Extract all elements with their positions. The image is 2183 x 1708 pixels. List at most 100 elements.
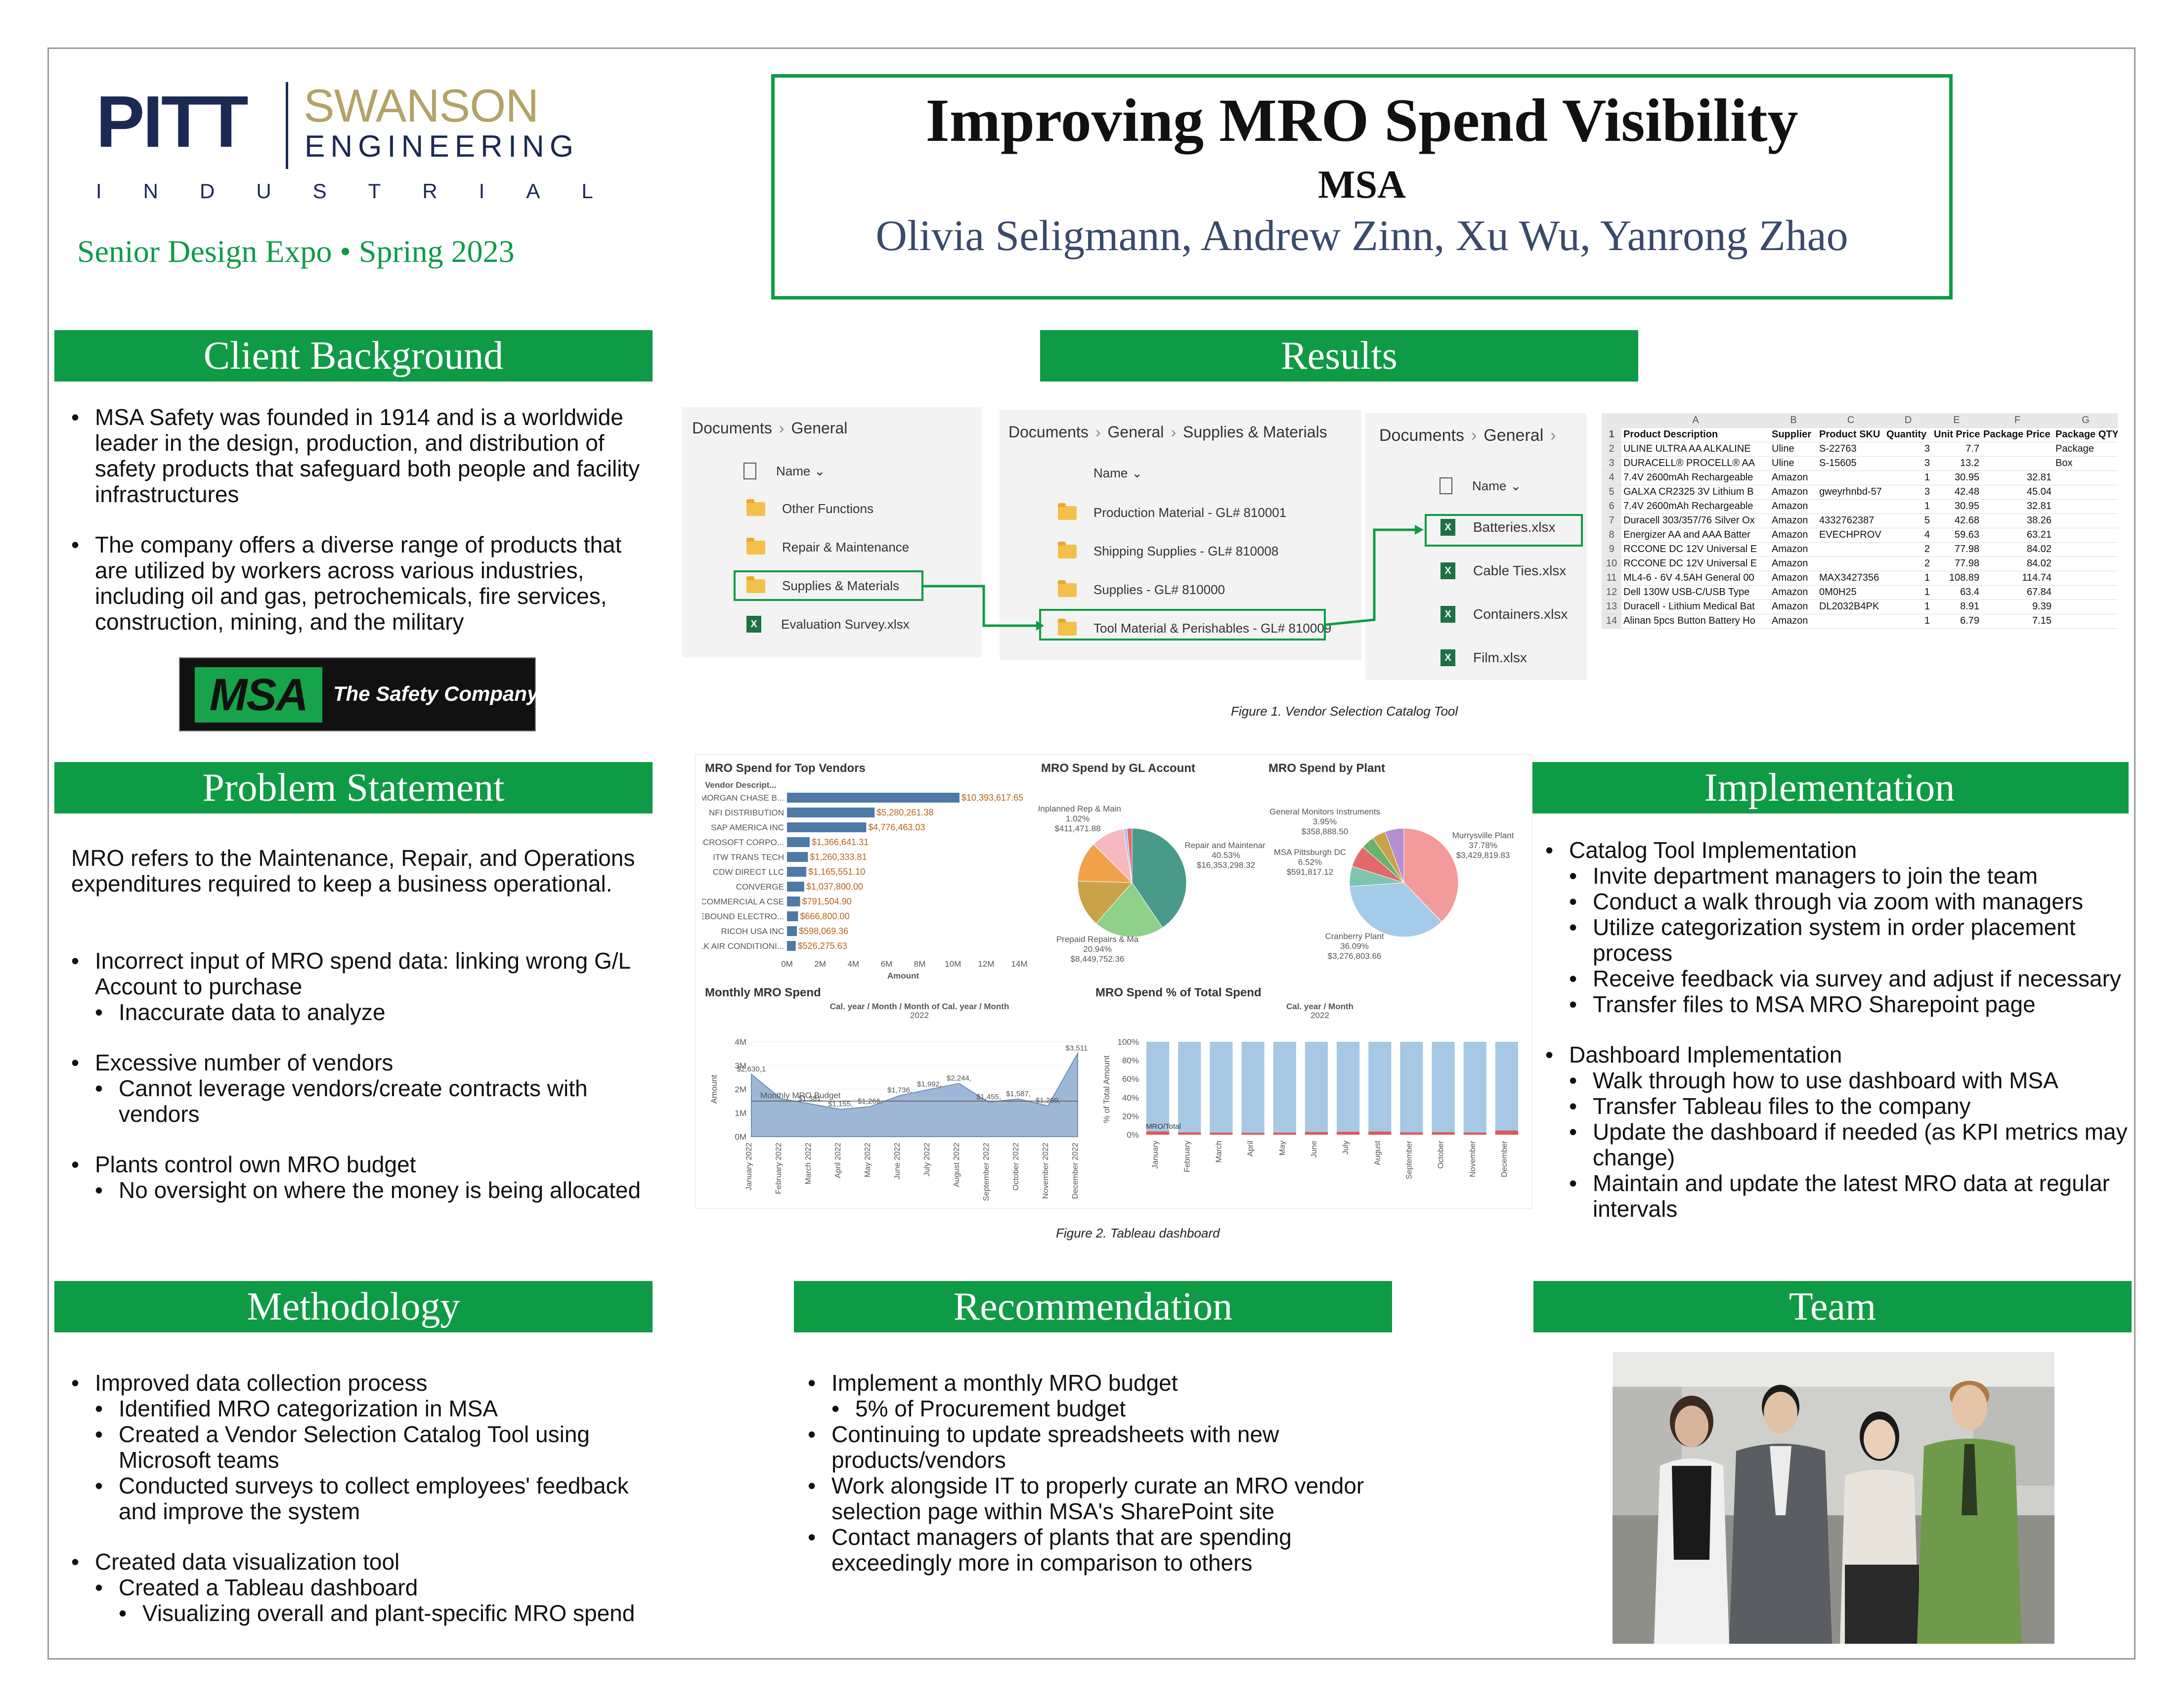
total-bar xyxy=(1146,1042,1170,1135)
sheet-cell: Amazon xyxy=(1770,499,1817,514)
slice-pct: 37.78% xyxy=(1469,841,1497,850)
vendor-value-label: $1,366,641.31 xyxy=(812,837,869,847)
folder-label: Repair & Maintenance xyxy=(782,540,910,555)
file-row-selected[interactable]: X Batteries.xlsx xyxy=(1441,519,1556,536)
x-tick: January 2022 xyxy=(745,1143,753,1191)
x-tick: December 2022 xyxy=(1071,1143,1080,1199)
methodology-subbullet: Conducted surveys to collect employees' … xyxy=(95,1473,655,1524)
vendor-bar xyxy=(787,911,798,921)
explorer-panel-supplies: Documents › General › Supplies & Materials N… xyxy=(1000,410,1361,660)
implementation-item: Conduct a walk through via zoom with man… xyxy=(1569,889,2134,914)
recommendation-bullet: Work alongside IT to properly curate an … xyxy=(808,1473,1411,1524)
recommendation-bullet: Continuing to update spreadsheets with n… xyxy=(808,1421,1411,1473)
sheet-cell: 108.89 xyxy=(1932,571,1981,586)
file-row[interactable]: X Film.xlsx xyxy=(1441,649,1527,666)
x-tick: June 2022 xyxy=(893,1143,902,1180)
vendor-bar xyxy=(787,867,807,877)
recommendation-bullets: Implement a monthly MRO budget 5% of Pro… xyxy=(808,1370,1411,1576)
sheet-row: 8 Energizer AA and AAA Batter Amazon EVECHP… xyxy=(1602,528,2118,543)
file-row[interactable]: X Evaluation Survey.xlsx xyxy=(746,616,910,633)
crumb-supplies: Supplies & Materials xyxy=(1183,423,1327,441)
folder-row-selected[interactable]: Tool Material & Perishables - GL# 810009 xyxy=(1058,618,1331,636)
sheet-cell: 4 xyxy=(1884,528,1932,543)
gl-pie-chart: MRO Spend by GL Account Repair and Mainte… xyxy=(1038,762,1266,964)
slice-pct: 40.53% xyxy=(1212,851,1240,860)
chart-title: MRO Spend by GL Account xyxy=(1041,762,1195,775)
sheet-cell: F xyxy=(1981,413,2053,428)
sheet-cell: Quantity xyxy=(1884,427,1932,442)
x-tick: September xyxy=(1405,1140,1413,1179)
highlight-supplies xyxy=(734,570,923,601)
sheet-cell: 6.79 xyxy=(1932,614,1981,629)
sheet-row: 1 Product Description Supplier Product SKU Q… xyxy=(1602,427,2118,442)
mro-bar xyxy=(1368,1131,1392,1135)
excel-icon: X xyxy=(1441,649,1455,666)
folder-icon xyxy=(1058,580,1077,597)
file-row[interactable]: X Cable Ties.xlsx xyxy=(1441,562,1566,579)
row-number: 2 xyxy=(1602,442,1621,457)
sheet-cell: Amazon xyxy=(1770,599,1817,614)
chart-header: Cal. year / Month xyxy=(1286,1002,1353,1011)
point-label: $1,587, xyxy=(1006,1090,1031,1098)
excel-icon: X xyxy=(1441,519,1455,536)
slice-pct: 36.09% xyxy=(1340,941,1369,951)
crumb-general: General xyxy=(1107,423,1164,441)
sheet-cell: RCCONE DC 12V Universal E xyxy=(1621,542,1770,557)
problem-subbullet: Inaccurate data to analyze xyxy=(95,999,655,1025)
y-tick: 2M xyxy=(735,1085,746,1094)
sheet-cell: 45.04 xyxy=(1981,485,2053,500)
sheet-cell: Package QTY xyxy=(2053,427,2118,442)
industrial-wordmark: INDUSTRIAL xyxy=(96,179,635,203)
crumb-documents: Documents xyxy=(1008,423,1089,441)
vendor-bar xyxy=(787,941,796,951)
file-row[interactable]: X Containers.xlsx xyxy=(1441,606,1568,623)
sheet-cell: Product Description xyxy=(1621,427,1770,442)
folder-row[interactable]: Supplies - GL# 810000 xyxy=(1058,580,1225,598)
sheet-row: 14 Alinan 5pcs Button Battery Ho Amazon 1 6.… xyxy=(1602,614,2118,629)
row-number: 9 xyxy=(1602,542,1621,557)
methodology-subsubbullet: Visualizing overall and plant-specific M… xyxy=(119,1600,655,1626)
sheet-cell: 30.95 xyxy=(1932,470,1981,485)
vendor-value-label: $1,165,551.10 xyxy=(808,867,865,877)
vendor-label: REBOUND ELECTRO... xyxy=(702,912,784,921)
slice-name: Murrysville Plant xyxy=(1452,831,1514,840)
vendor-label: ITW TRANS TECH xyxy=(713,853,784,862)
implementation-item: Utilize categorization system in order p… xyxy=(1569,914,2134,966)
y-tick: 80% xyxy=(1122,1056,1139,1066)
sheet-cell xyxy=(1817,470,1884,485)
slice-pct: 1.02% xyxy=(1066,814,1090,823)
sheet-row: 10 RCCONE DC 12V Universal E Amazon 2 77.98 8… xyxy=(1602,556,2118,571)
folder-label: Other Functions xyxy=(782,501,873,516)
chart-header: Cal. year / Month / Month of Cal. year /… xyxy=(830,1002,1009,1011)
y-tick: 0% xyxy=(1127,1130,1139,1140)
results-header: Results xyxy=(1040,330,1638,382)
folder-row[interactable]: Production Material - GL# 810001 xyxy=(1058,503,1286,520)
slice-value: $411,471.88 xyxy=(1054,824,1100,833)
sheet-cell: 13.2 xyxy=(1932,456,1981,471)
folder-icon xyxy=(746,499,765,516)
implementation-bullets: Catalog Tool Implementation Invite depar… xyxy=(1545,837,2134,1222)
file-label: Film.xlsx xyxy=(1473,650,1527,665)
logo-divider xyxy=(286,82,288,169)
sheet-cell: 1 xyxy=(1884,470,1932,485)
folder-row-selected[interactable]: Supplies & Materials xyxy=(746,576,899,594)
folder-row[interactable]: Repair & Maintenance xyxy=(746,537,910,555)
sheet-cell: 32.81 xyxy=(1981,499,2053,514)
mro-bar xyxy=(1273,1132,1296,1135)
arrow-2 xyxy=(1325,528,1415,626)
spend-area xyxy=(751,1051,1078,1137)
problem-bullet: Excessive number of vendors xyxy=(71,1050,655,1075)
folder-row[interactable]: Other Functions xyxy=(746,499,873,516)
sheet-row: 12 Dell 130W USB-C/USB Type Amazon 0M0H25 1 6… xyxy=(1602,585,2118,600)
folder-row[interactable]: Shipping Supplies - GL# 810008 xyxy=(1058,541,1278,559)
point-label: $1,299, xyxy=(1036,1097,1060,1105)
row-number xyxy=(1602,413,1621,428)
excel-icon: X xyxy=(1441,606,1455,623)
problem-statement-header: Problem Statement xyxy=(54,762,653,813)
problem-bullets: Incorrect input of MRO spend data: linki… xyxy=(71,948,655,1203)
sheet-cell: 1 xyxy=(1884,571,1932,586)
sheet-cell: 1 xyxy=(1884,614,1932,629)
x-tick: April 2022 xyxy=(834,1143,842,1178)
document-icon xyxy=(1440,477,1452,494)
mro-bar xyxy=(1463,1132,1486,1135)
